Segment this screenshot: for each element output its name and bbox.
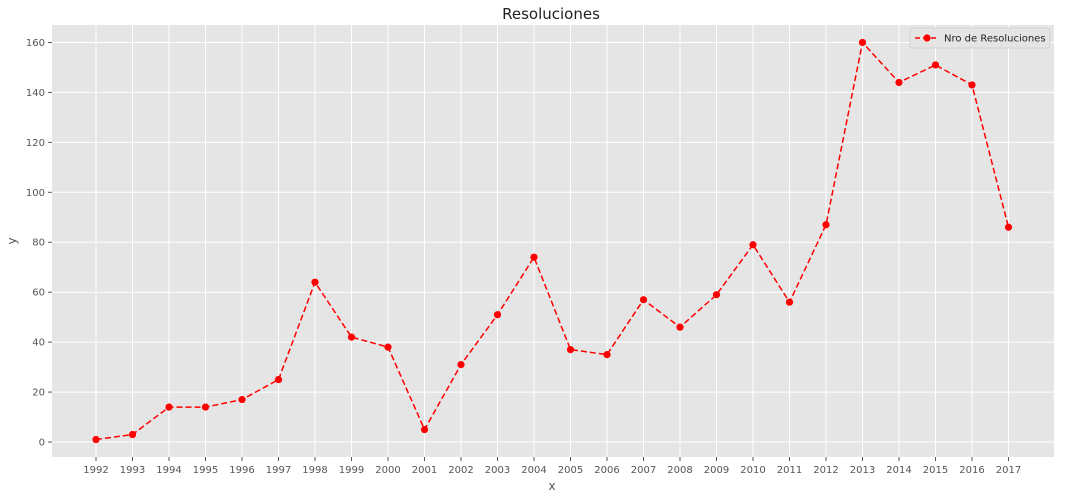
- data-point: [639, 296, 648, 304]
- y-tick-label: 40: [32, 338, 45, 349]
- data-point: [785, 298, 794, 306]
- x-tick-label: 1996: [229, 465, 254, 476]
- y-axis-label: y: [5, 237, 19, 244]
- x-tick-label: 2006: [594, 465, 619, 476]
- y-tick-label: 160: [26, 38, 45, 49]
- series-layer: [92, 38, 1013, 444]
- data-point: [603, 351, 611, 359]
- legend-marker: [923, 34, 931, 42]
- data-point: [712, 291, 721, 299]
- x-tick-label: 1997: [266, 465, 291, 476]
- x-tick-label: 2010: [740, 465, 765, 476]
- data-point: [238, 395, 246, 404]
- x-tick-label: 2007: [631, 465, 656, 476]
- data-point: [749, 241, 757, 249]
- plot-area: [52, 25, 1054, 457]
- data-point: [931, 61, 940, 69]
- data-point: [165, 403, 173, 411]
- data-point: [895, 78, 903, 87]
- x-tick-label: 1998: [302, 465, 327, 476]
- x-tick-label: 2002: [448, 465, 473, 476]
- x-tick-label: 2001: [412, 465, 437, 476]
- y-tick-label: 20: [32, 388, 45, 399]
- x-tick-label: 1992: [83, 465, 108, 476]
- x-tick-label: 2005: [558, 465, 583, 476]
- x-tick-label: 2017: [996, 465, 1021, 476]
- data-point: [676, 323, 684, 331]
- x-tick-label: 1995: [193, 465, 218, 476]
- legend-box: [909, 27, 1051, 49]
- x-tick-label: 2011: [777, 465, 802, 476]
- data-point: [384, 343, 392, 351]
- data-point: [347, 333, 356, 341]
- y-tick-label: 100: [26, 188, 45, 199]
- x-tick-label: 2013: [850, 465, 875, 476]
- data-point: [530, 253, 538, 261]
- data-point: [566, 346, 575, 354]
- x-tick-label: 2008: [667, 465, 692, 476]
- x-tick-label: 2003: [485, 465, 510, 476]
- x-tick-label: 2004: [521, 465, 546, 476]
- x-tick-label: 2015: [923, 465, 948, 476]
- x-tick-label: 2014: [886, 465, 911, 476]
- x-tick-label: 2012: [813, 465, 838, 476]
- data-point: [201, 403, 210, 411]
- data-point: [420, 425, 429, 434]
- data-point: [457, 361, 465, 369]
- data-point: [92, 435, 100, 444]
- x-tick-label: 1994: [156, 465, 181, 476]
- data-point: [128, 430, 137, 439]
- y-tick-label: 0: [39, 438, 45, 449]
- x-tick-label: 2009: [704, 465, 729, 476]
- y-tick-label: 140: [26, 88, 45, 99]
- grid-lines: [52, 25, 1054, 457]
- x-tick-label: 2000: [375, 465, 400, 476]
- y-tick-label: 60: [32, 288, 45, 299]
- data-point: [822, 221, 830, 229]
- data-point: [858, 38, 867, 47]
- data-point: [968, 81, 976, 89]
- data-point: [493, 311, 502, 319]
- legend: Nro de Resoluciones: [909, 27, 1051, 49]
- x-tick-label: 2016: [959, 465, 984, 476]
- x-tick-label: 1993: [120, 465, 145, 476]
- x-axis-ticks: 1992 1993 1994 1995 1996 1997 1998 1999 2000 2001…: [83, 457, 1021, 476]
- x-axis-label: x: [548, 479, 555, 493]
- data-point: [311, 278, 319, 286]
- legend-label: Nro de Resoluciones: [944, 34, 1046, 45]
- data-point: [274, 375, 283, 384]
- y-tick-label: 120: [26, 138, 45, 149]
- x-tick-label: 1999: [339, 465, 364, 476]
- chart-title: Resoluciones: [502, 5, 600, 23]
- y-tick-label: 80: [32, 238, 45, 249]
- series-line: [95, 40, 1010, 441]
- y-axis-ticks: 0 20 40 60 80 100 120 140 160: [26, 38, 52, 449]
- data-point: [1004, 223, 1013, 231]
